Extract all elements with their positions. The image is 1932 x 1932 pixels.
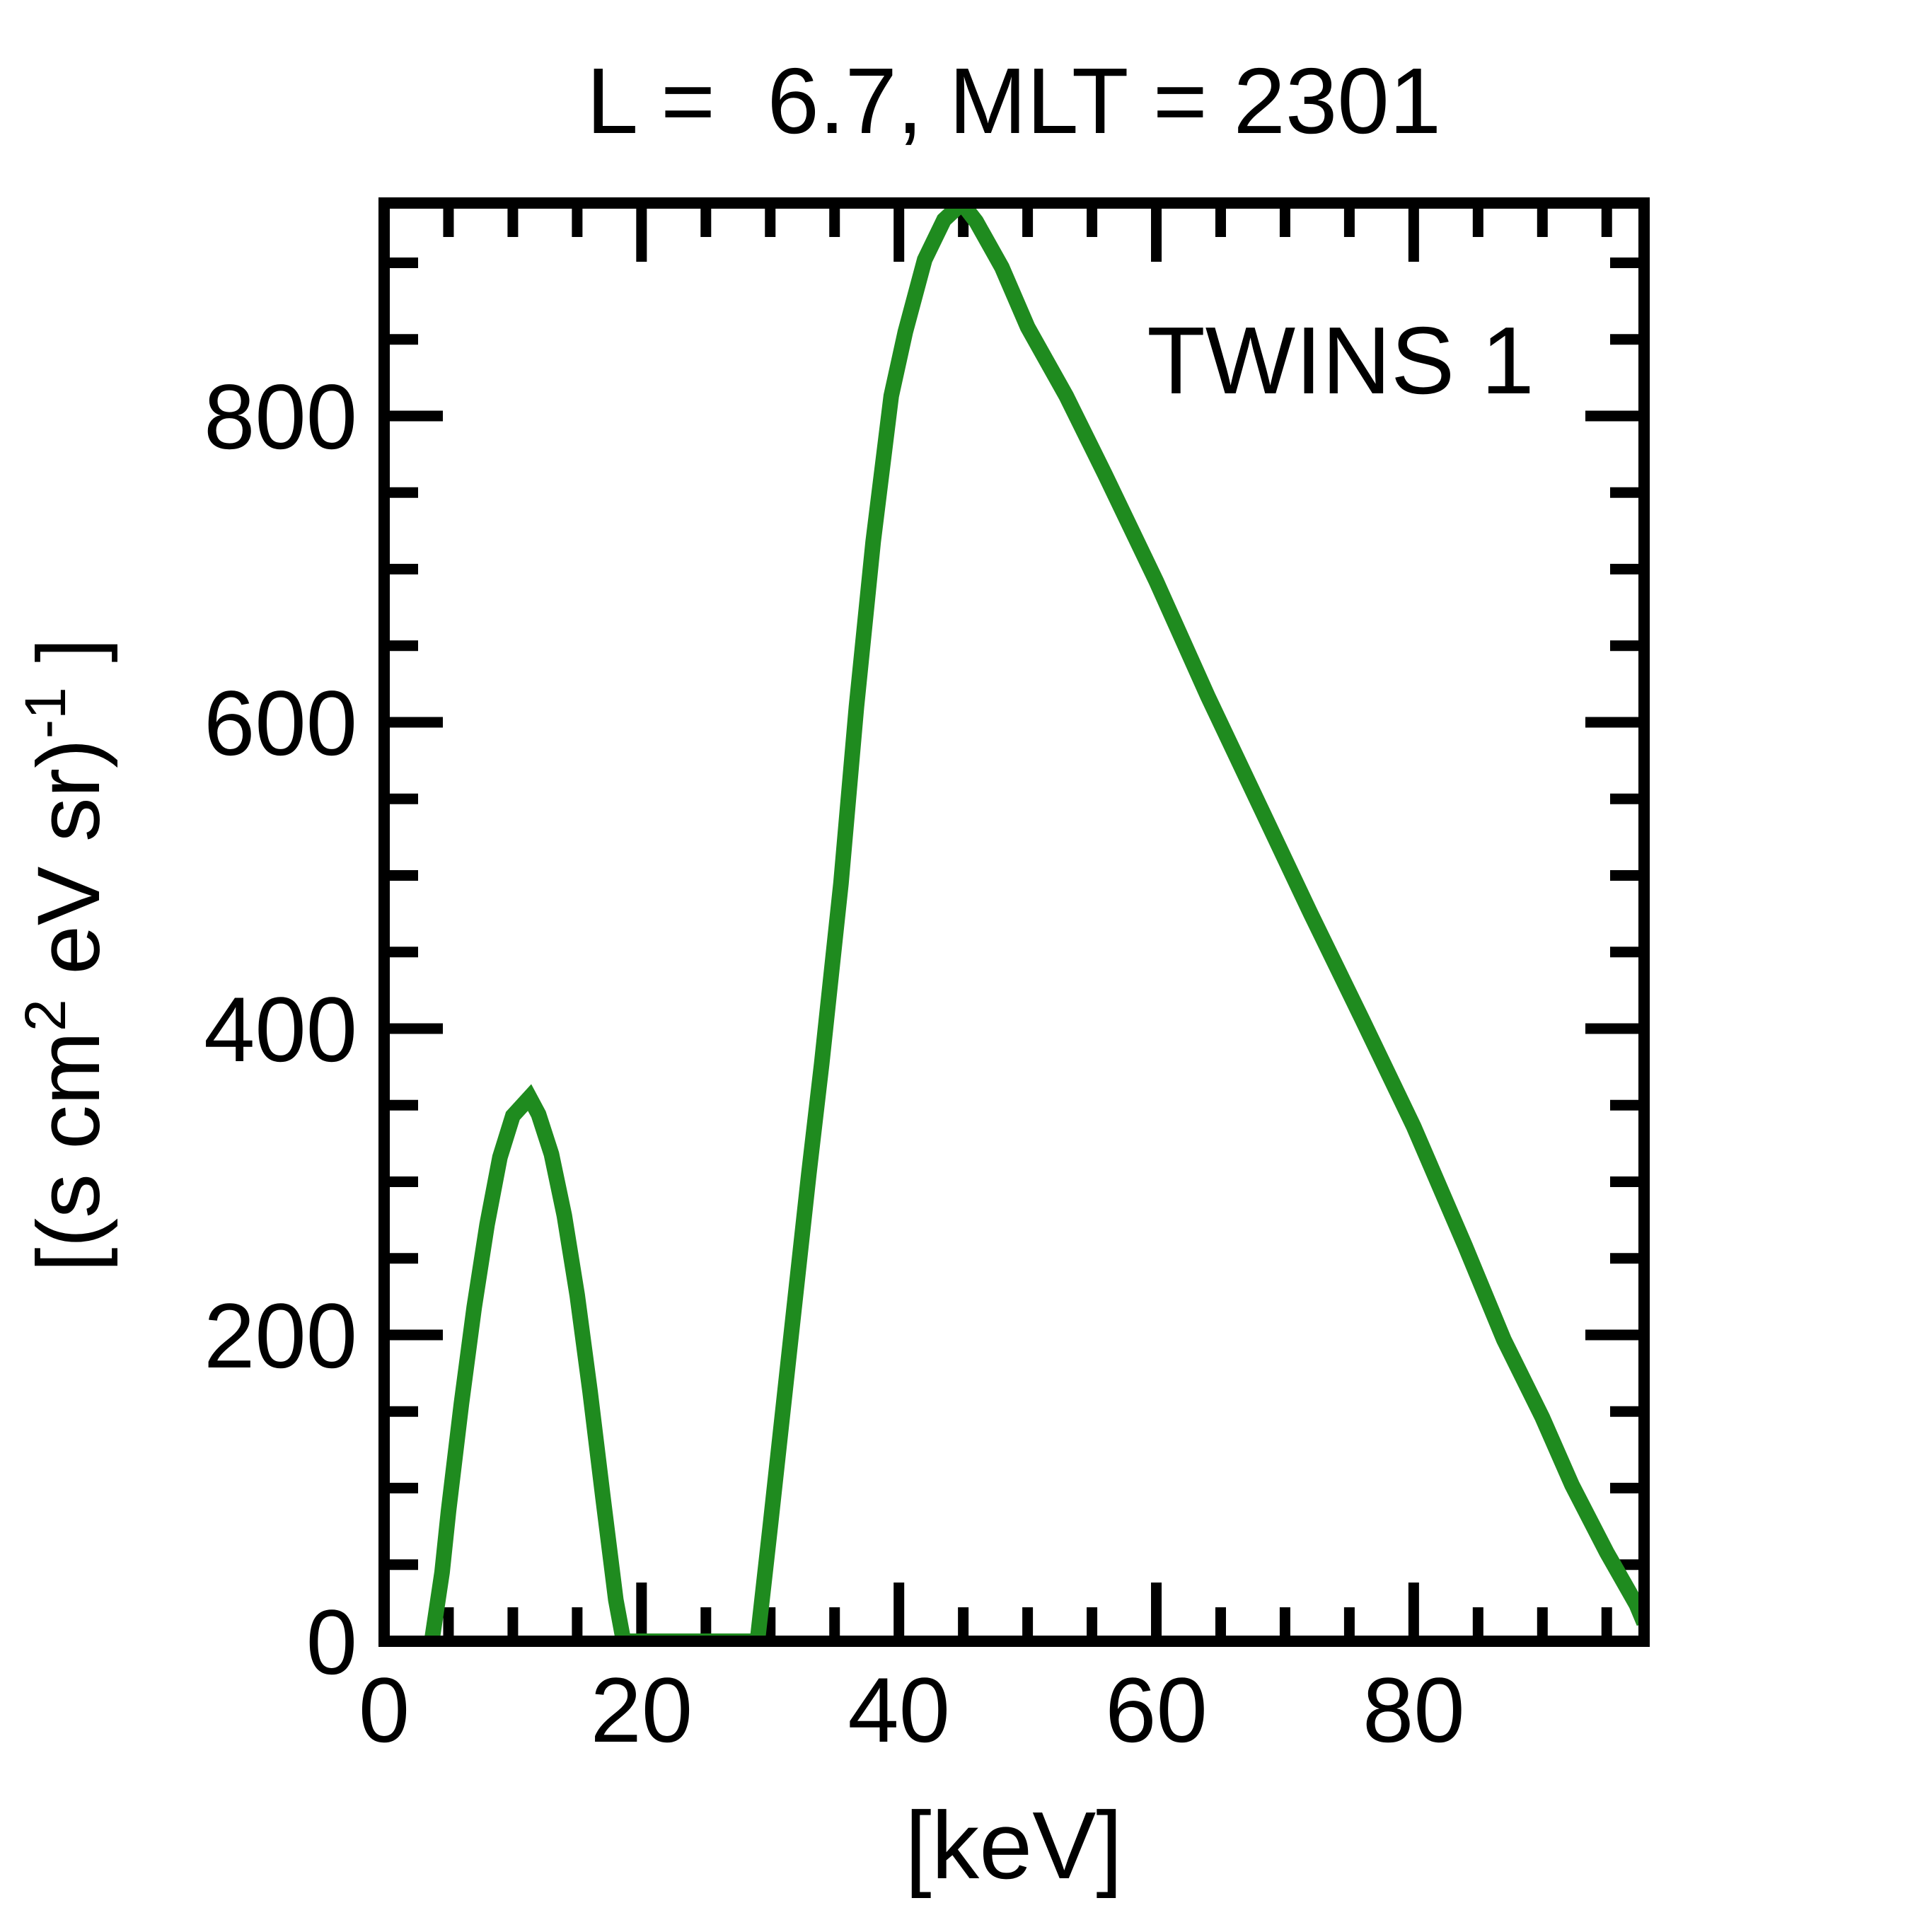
y-axis-label-part: ]: [20, 638, 118, 687]
axis-ticks: [390, 209, 1638, 1636]
y-tick-label: 800: [204, 365, 357, 468]
x-axis-label: [keV]: [905, 1792, 1123, 1899]
x-tick-label: 80: [1363, 1658, 1465, 1762]
y-tick-label: 0: [306, 1590, 357, 1694]
y-axis-label-superscript: 2: [13, 999, 78, 1031]
x-tick-label: 20: [591, 1658, 693, 1762]
plot-frame: [378, 197, 1650, 1647]
y-axis-label-superscript: -1: [13, 687, 78, 739]
y-axis-label-part: [(s cm: [20, 1031, 118, 1272]
y-axis-label: [(s cm2 eV sr)-1 ]: [13, 638, 118, 1272]
y-tick-label: 600: [204, 671, 357, 775]
legend-twins1: TWINS 1: [1147, 307, 1534, 414]
plot-title: L = 6.7, MLT = 2301: [586, 49, 1441, 153]
y-tick-label: 200: [204, 1284, 357, 1387]
x-tick-label: 40: [848, 1658, 950, 1762]
y-axis-label-part: eV sr): [20, 739, 118, 999]
y-tick-label: 400: [204, 978, 357, 1081]
twins1-curve: [424, 209, 1638, 1636]
x-tick-label: 0: [359, 1658, 410, 1762]
x-tick-label: 60: [1105, 1658, 1208, 1762]
